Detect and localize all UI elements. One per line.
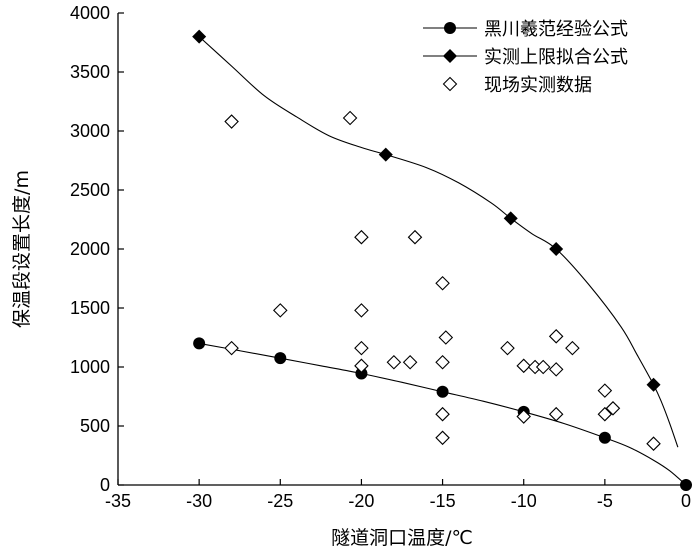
data-point-series-3 — [500, 340, 515, 356]
data-point-series-3 — [605, 401, 621, 416]
data-point-series-2 — [192, 29, 207, 44]
data-points — [192, 29, 692, 491]
x-tick-label: -10 — [511, 491, 537, 511]
data-point-series-1 — [355, 367, 368, 380]
data-point-series-3 — [407, 229, 423, 245]
data-point-series-3 — [548, 406, 564, 422]
data-point-series-2 — [503, 211, 518, 226]
data-point-series-3 — [224, 340, 239, 356]
y-tick-label: 500 — [80, 416, 110, 436]
legend-label-3: 现场实测数据 — [484, 75, 592, 96]
y-tick-label: 4000 — [70, 3, 110, 23]
data-point-series-3 — [342, 110, 358, 126]
data-point-series-3 — [354, 358, 369, 374]
data-point-series-3 — [597, 383, 613, 398]
legend-marker-2 — [443, 49, 457, 63]
y-tick-label: 1500 — [70, 298, 110, 318]
series-line-1 — [199, 342, 687, 486]
y-axis-title: 保温段设置长度/m — [11, 170, 33, 328]
data-point-series-3 — [435, 406, 450, 422]
data-point-series-3 — [548, 362, 564, 377]
data-point-series-3 — [535, 359, 551, 375]
data-point-series-3 — [354, 303, 369, 318]
data-point-series-2 — [378, 147, 393, 162]
data-point-series-3 — [402, 355, 418, 370]
legend-marker-1 — [444, 22, 456, 34]
data-point-series-1 — [274, 352, 287, 365]
data-point-series-3 — [224, 114, 239, 129]
x-axis-title: 隧道洞口温度/℃ — [331, 527, 473, 549]
legend-label-2: 实测上限拟合公式 — [484, 47, 628, 68]
x-tick-label: -30 — [186, 491, 212, 511]
y-tick-label: 1000 — [70, 357, 110, 377]
data-point-series-2 — [646, 377, 661, 392]
data-point-series-3 — [565, 340, 580, 356]
x-tick-label: -35 — [105, 491, 131, 511]
data-point-series-2 — [549, 242, 564, 256]
data-point-series-3 — [273, 303, 288, 318]
data-point-series-3 — [435, 275, 450, 291]
data-point-series-3 — [548, 329, 564, 344]
data-point-series-3 — [438, 330, 454, 345]
x-tick-label: -15 — [430, 491, 456, 511]
x-tick-label: -25 — [267, 491, 293, 511]
legend-label-1: 黑川羲范经验公式 — [484, 19, 628, 40]
x-tick-label: -5 — [597, 491, 613, 511]
x-tick-label: 0 — [681, 491, 691, 511]
axes: -35 -30 -25 -20 -15 -10 -5 0 0 500 1000 1500 2000 250… — [70, 3, 691, 511]
y-tick-label: 2000 — [70, 239, 110, 259]
y-tick-label: 3500 — [70, 62, 110, 82]
data-point-series-1 — [436, 385, 449, 398]
data-point-series-3 — [516, 409, 531, 424]
data-point-series-3 — [435, 430, 450, 446]
data-point-series-1 — [680, 479, 692, 491]
data-point-series-3 — [354, 340, 369, 356]
x-tick-label: -20 — [348, 491, 374, 511]
data-point-series-3 — [516, 358, 531, 374]
y-tick-label: 2500 — [70, 180, 110, 200]
data-point-series-1 — [193, 337, 206, 350]
y-tick-label: 0 — [100, 475, 110, 495]
data-point-series-3 — [386, 355, 402, 370]
legend-marker-3 — [442, 76, 458, 92]
data-point-series-3 — [597, 406, 613, 422]
data-point-series-3 — [354, 229, 369, 245]
data-point-series-1 — [598, 431, 611, 444]
y-tick-label: 3000 — [70, 121, 110, 141]
data-point-series-3 — [435, 355, 450, 370]
data-point-series-3 — [646, 436, 661, 451]
